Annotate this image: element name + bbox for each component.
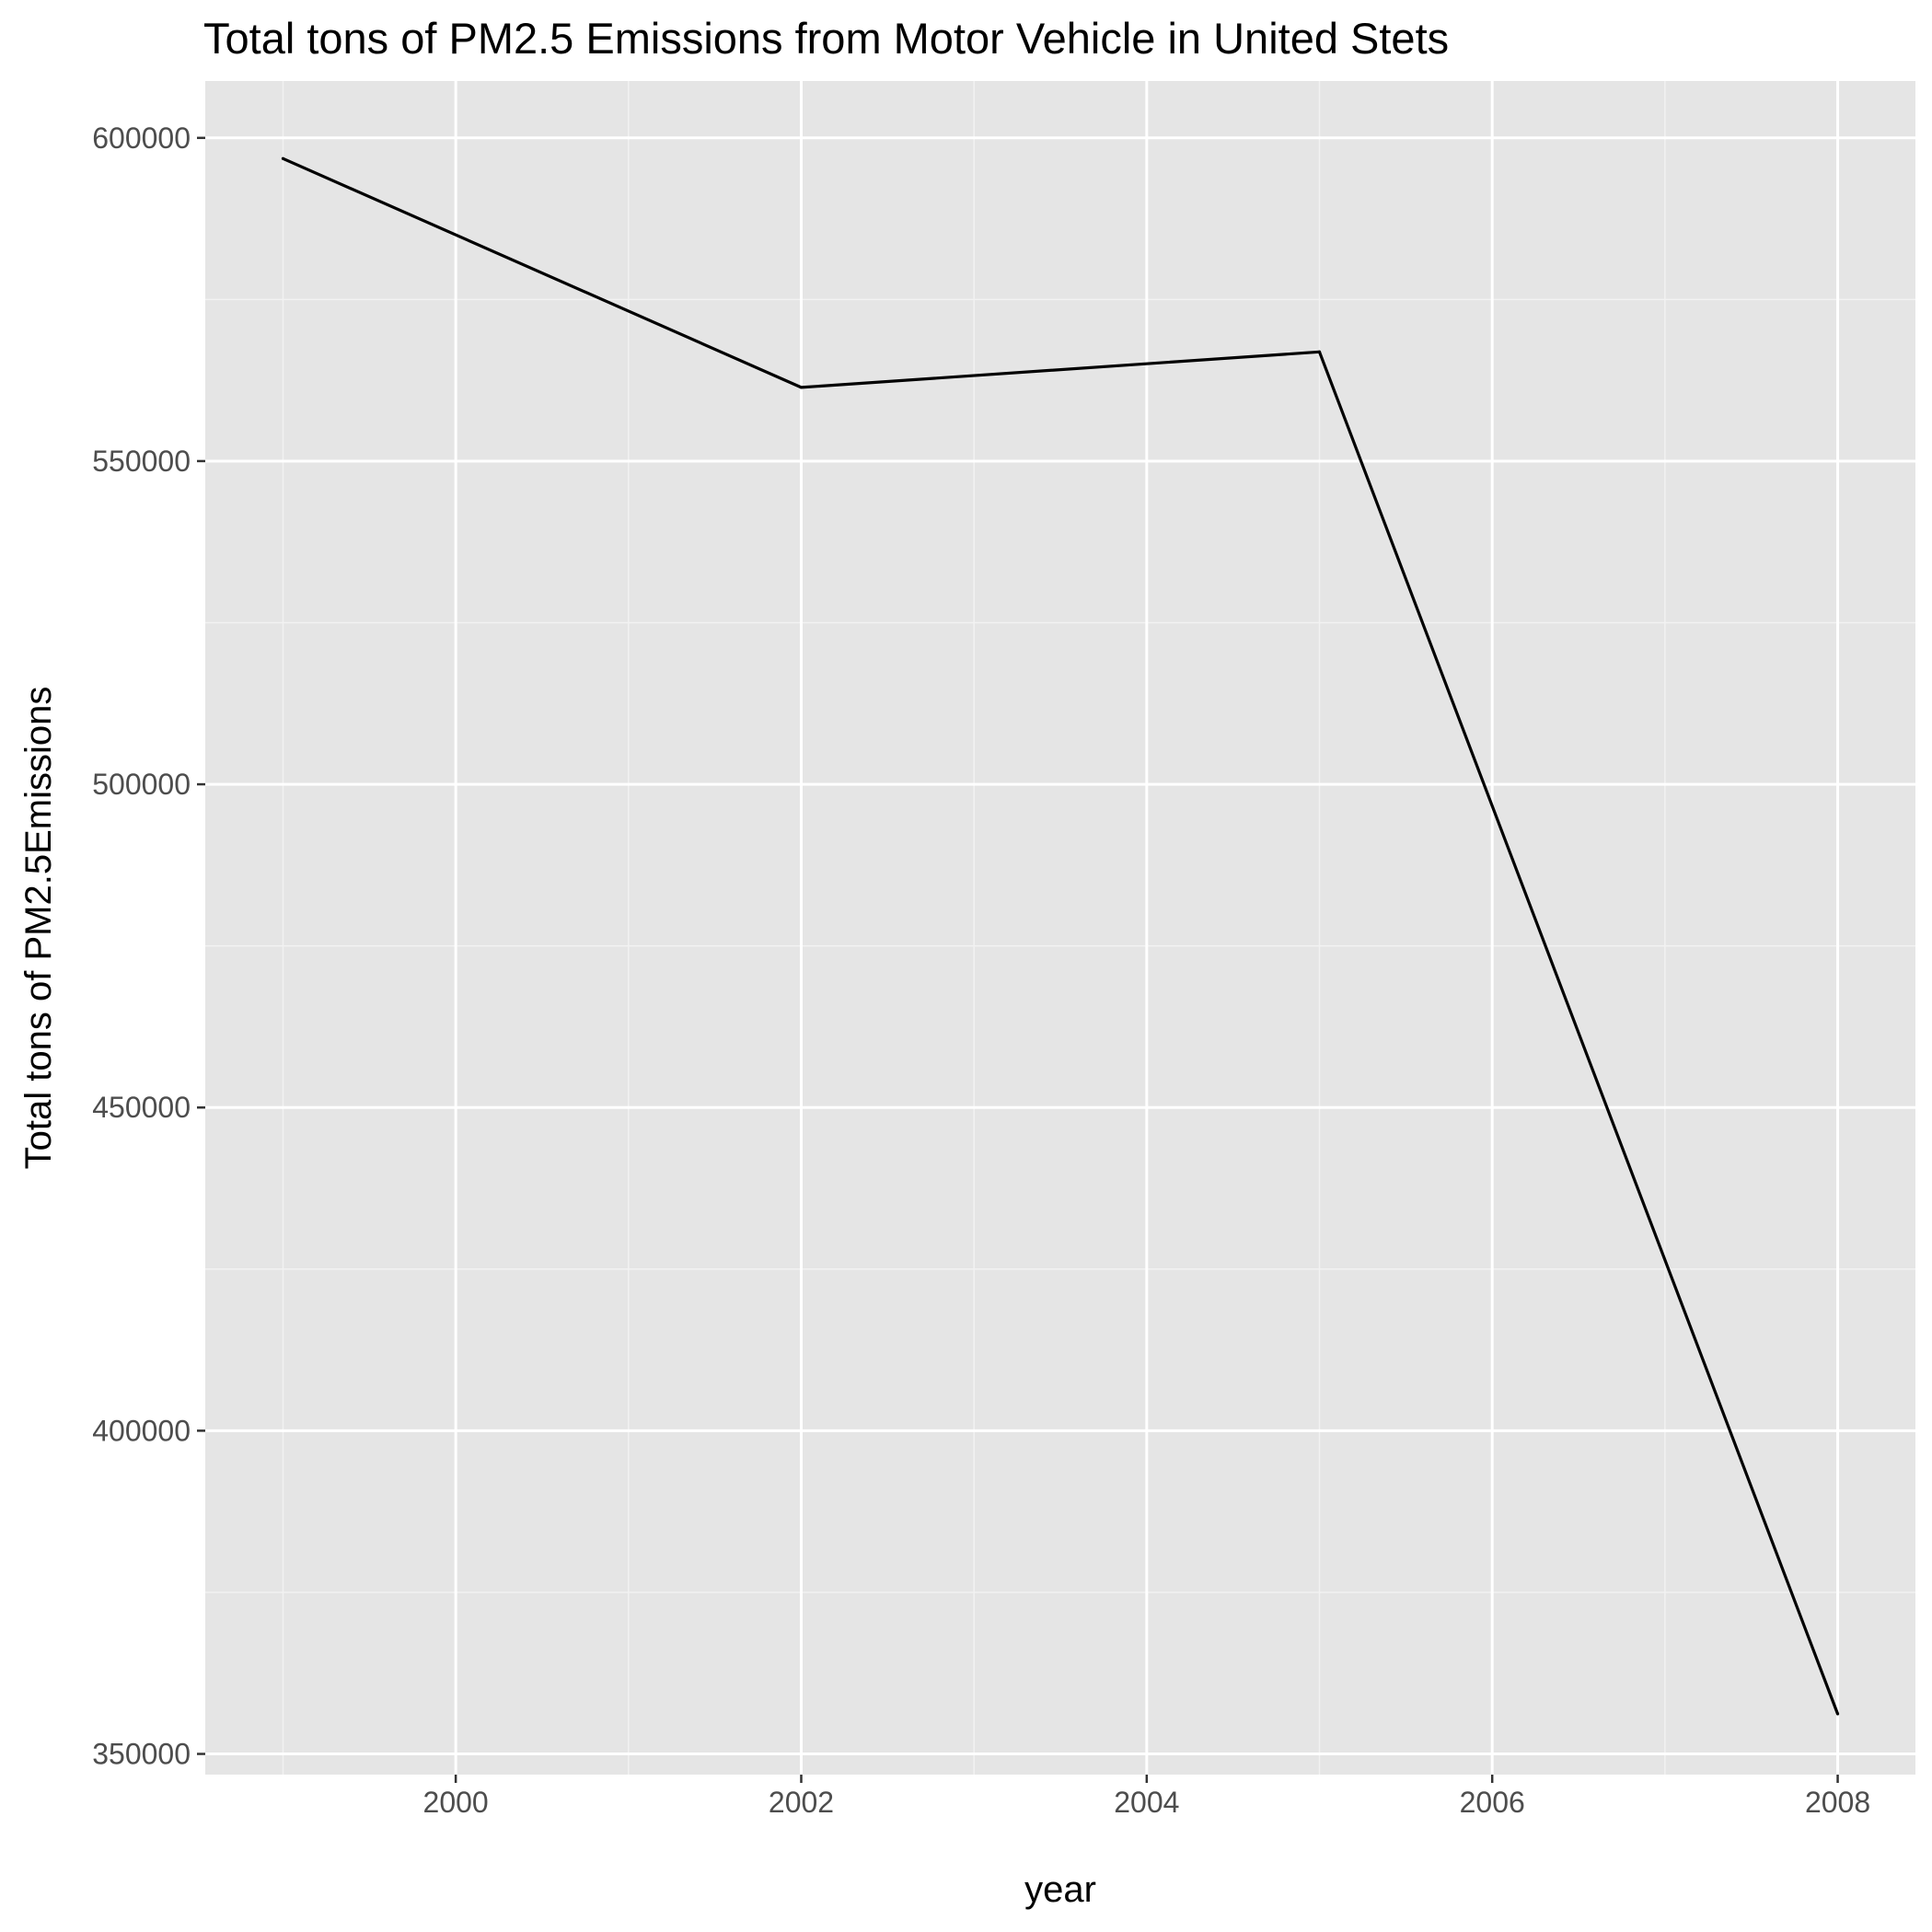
x-tick-label: 2000 — [423, 1786, 489, 1819]
x-axis-title: year — [1024, 1869, 1096, 1910]
data-point — [1317, 350, 1322, 353]
x-tick-label: 2008 — [1805, 1786, 1870, 1819]
y-tick-label: 600000 — [92, 121, 191, 155]
chart-title: Total tons of PM2.5 Emissions from Motor… — [203, 14, 1449, 63]
series-line — [282, 156, 1839, 1715]
minor-gridlines — [205, 81, 1915, 1775]
series-layer — [281, 156, 1840, 1716]
y-axis: 350000 400000 450000 500000 550000 600000 — [92, 121, 205, 1771]
data-point — [281, 156, 285, 160]
y-tick-label: 400000 — [92, 1414, 191, 1447]
y-tick-label: 550000 — [92, 445, 191, 478]
y-tick-label: 500000 — [92, 768, 191, 801]
x-tick-label: 2004 — [1114, 1786, 1179, 1819]
x-axis: 2000 2002 2004 2006 2008 — [423, 1775, 1870, 1819]
x-tick-label: 2002 — [769, 1786, 834, 1819]
plot-panel — [205, 81, 1915, 1775]
major-gridlines — [205, 81, 1915, 1775]
y-tick-label: 450000 — [92, 1091, 191, 1124]
data-point — [799, 386, 804, 389]
y-tick-label: 350000 — [92, 1738, 191, 1771]
x-tick-label: 2006 — [1460, 1786, 1525, 1819]
data-point — [1835, 1712, 1840, 1716]
y-axis-title: Total tons of PM2.5Emissions — [18, 687, 59, 1170]
